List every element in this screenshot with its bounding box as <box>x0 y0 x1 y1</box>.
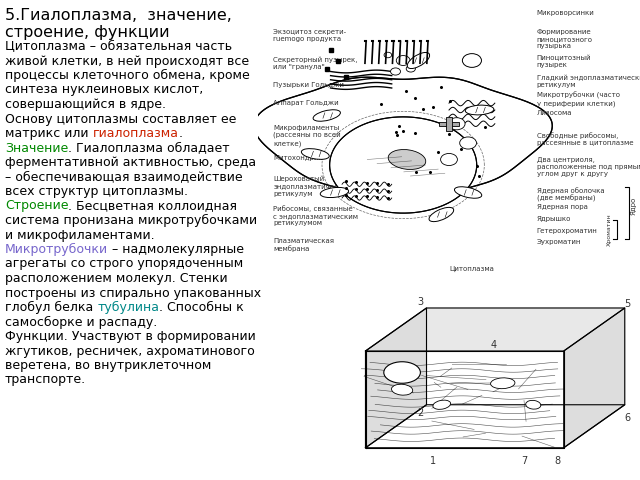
Circle shape <box>384 52 392 58</box>
Text: синтеза нуклеиновых кислот,: синтеза нуклеиновых кислот, <box>5 84 204 96</box>
Circle shape <box>448 118 465 130</box>
Circle shape <box>460 137 477 149</box>
Text: Эухроматин: Эухроматин <box>537 239 581 245</box>
Text: . Способны к: . Способны к <box>159 301 244 314</box>
Ellipse shape <box>392 384 413 395</box>
Text: строение, функции: строение, функции <box>5 25 170 40</box>
Circle shape <box>406 65 415 72</box>
Text: 6: 6 <box>625 413 631 423</box>
Text: Ядерная оболочка
(две мембраны): Ядерная оболочка (две мембраны) <box>537 187 605 203</box>
Text: .: . <box>179 127 182 140</box>
Text: Пузырьки Гольджи: Пузырьки Гольджи <box>273 83 344 88</box>
Text: живой клетки, в ней происходят все: живой клетки, в ней происходят все <box>5 55 249 68</box>
Polygon shape <box>365 405 625 448</box>
Text: Экзоцитоз секрети-
ruemogo продукта: Экзоцитоз секрети- ruemogo продукта <box>273 29 346 42</box>
Text: 1: 1 <box>429 456 436 466</box>
Text: – надмолекулярные: – надмолекулярные <box>108 243 244 256</box>
Ellipse shape <box>433 400 451 409</box>
Text: 7: 7 <box>521 456 527 466</box>
Text: гиалоплазма: гиалоплазма <box>93 127 179 140</box>
Text: Шероховатый
эндоплазматический
ретикулум: Шероховатый эндоплазматический ретикулум <box>273 176 351 197</box>
Text: агрегаты со строго упорядоченным: агрегаты со строго упорядоченным <box>5 257 243 271</box>
Bar <box>440 121 458 126</box>
Text: . Гиалоплазма обладает: . Гиалоплазма обладает <box>68 142 230 155</box>
Text: Гетерохроматин: Гетерохроматин <box>537 228 598 234</box>
Text: 5: 5 <box>625 299 631 309</box>
Ellipse shape <box>301 149 329 159</box>
Text: Ядро: Ядро <box>630 197 636 216</box>
Ellipse shape <box>429 207 454 222</box>
Ellipse shape <box>320 187 349 198</box>
Circle shape <box>462 54 481 67</box>
Text: построены из спирально упакованных: построены из спирально упакованных <box>5 287 261 300</box>
Ellipse shape <box>384 362 420 383</box>
Text: Плазматическая
мембрана: Плазматическая мембрана <box>273 238 334 252</box>
Polygon shape <box>330 117 477 213</box>
Text: Микротрубочки: Микротрубочки <box>5 243 108 256</box>
Text: Ядрышко: Ядрышко <box>537 216 572 222</box>
Text: и микрофиламентами.: и микрофиламентами. <box>5 228 155 241</box>
Text: веретена, во внутриклеточном: веретена, во внутриклеточном <box>5 359 211 372</box>
Text: . Бесцветная коллоидная: . Бесцветная коллоидная <box>68 200 237 213</box>
Text: совершающийся в ядре.: совершающийся в ядре. <box>5 98 166 111</box>
Ellipse shape <box>465 105 494 115</box>
Text: 3: 3 <box>417 297 424 307</box>
Polygon shape <box>365 308 625 351</box>
Text: Цитоплазма: Цитоплазма <box>449 266 494 272</box>
Text: жгутиков, ресничек, ахроматинового: жгутиков, ресничек, ахроматинового <box>5 345 255 358</box>
Ellipse shape <box>454 187 482 198</box>
Polygon shape <box>365 308 426 448</box>
Text: глобул белка: глобул белка <box>5 301 97 314</box>
Text: Строение: Строение <box>5 200 68 213</box>
Bar <box>446 117 452 131</box>
Text: Значение: Значение <box>5 142 68 155</box>
Text: 2: 2 <box>417 408 424 419</box>
Text: Цитоплазма – обязательная часть: Цитоплазма – обязательная часть <box>5 40 232 53</box>
Polygon shape <box>564 308 625 448</box>
Text: Ядерная пора: Ядерная пора <box>537 204 588 209</box>
Ellipse shape <box>525 400 541 409</box>
Ellipse shape <box>491 378 515 389</box>
Text: Формирование
пиноцитозного
пузырька: Формирование пиноцитозного пузырька <box>537 29 593 49</box>
Text: ферментативной активностью, среда: ферментативной активностью, среда <box>5 156 256 169</box>
Ellipse shape <box>313 110 340 121</box>
Text: Микрофиламенты
(рассеяны по всей
клетке): Микрофиламенты (рассеяны по всей клетке) <box>273 125 341 147</box>
Text: тубулина: тубулина <box>97 301 159 314</box>
Text: Микроворсинки: Микроворсинки <box>537 10 595 16</box>
Text: транспорте.: транспорте. <box>5 373 86 386</box>
Text: самосборке и распаду.: самосборке и распаду. <box>5 315 157 329</box>
Text: 4: 4 <box>490 339 497 349</box>
Text: Аппарат Гольджи: Аппарат Гольджи <box>273 100 339 107</box>
Text: расположением молекул. Стенки: расположением молекул. Стенки <box>5 272 228 285</box>
Text: Микротрубочки (часто
у периферии клетки): Микротрубочки (часто у периферии клетки) <box>537 92 620 107</box>
Text: Лизосома: Лизосома <box>537 110 572 116</box>
Ellipse shape <box>388 150 426 169</box>
Text: Митохондрия: Митохондрия <box>273 156 323 161</box>
Text: 8: 8 <box>555 456 561 466</box>
Polygon shape <box>365 351 564 448</box>
Ellipse shape <box>407 52 429 69</box>
Polygon shape <box>254 77 552 211</box>
Text: Рибосомы, связанные
с эндоплазматическим
ретикулумом: Рибосомы, связанные с эндоплазматическим… <box>273 205 358 226</box>
Text: Основу цитоплазмы составляет ее: Основу цитоплазмы составляет ее <box>5 112 236 125</box>
Text: процессы клеточного обмена, кроме: процессы клеточного обмена, кроме <box>5 69 250 82</box>
Text: 5.Гиалоплазма,  значение,: 5.Гиалоплазма, значение, <box>5 8 232 23</box>
Text: система пронизана микротрубочками: система пронизана микротрубочками <box>5 214 257 227</box>
Circle shape <box>440 154 458 166</box>
Text: Функции. Участвуют в формировании: Функции. Участвуют в формировании <box>5 330 256 343</box>
Text: всех структур цитоплазмы.: всех структур цитоплазмы. <box>5 185 188 198</box>
Text: Два центриоля,
расположенные под прямым
углом друг к другу: Два центриоля, расположенные под прямым … <box>537 157 640 177</box>
Text: матрикс или: матрикс или <box>5 127 93 140</box>
Circle shape <box>396 56 410 65</box>
Circle shape <box>390 68 401 75</box>
Text: – обеспечивающая взаимодействие: – обеспечивающая взаимодействие <box>5 170 243 183</box>
Text: Хроматин: Хроматин <box>606 213 611 246</box>
Text: Секреторный пузырек,
или "гранула": Секреторный пузырек, или "гранула" <box>273 56 358 70</box>
Text: Свободные рибосомы,
рассеянные в цитоплазме: Свободные рибосомы, рассеянные в цитопла… <box>537 132 634 146</box>
Text: Пиноцитозный
пузырек: Пиноцитозный пузырек <box>537 55 591 69</box>
Text: Гладкий эндоплазматический
ретикулум: Гладкий эндоплазматический ретикулум <box>537 74 640 88</box>
